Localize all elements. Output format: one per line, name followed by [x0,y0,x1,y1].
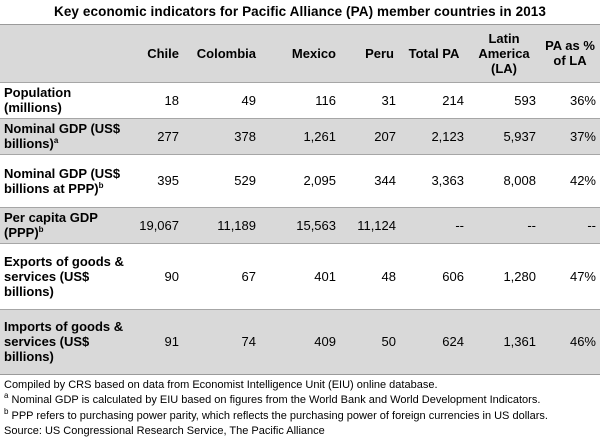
table-title: Key economic indicators for Pacific Alli… [0,0,600,25]
cell-chile: 19,067 [139,217,179,233]
row-label: Nominal GDP (US$ billions at PPP)b [4,165,121,196]
cell-latin-america: -- [527,217,536,233]
note-compiled: Compiled by CRS based on data from Econo… [4,378,438,391]
cell-colombia: 529 [234,173,256,188]
cell-total-pa: 606 [442,268,464,284]
note-a: a Nominal GDP is calculated by EIU based… [4,391,541,407]
cell-chile: 395 [157,173,179,188]
cell-mexico: 401 [314,268,336,284]
indicators-table: Chile Colombia Mexico Peru Total PA Lati… [0,25,600,375]
col-header-peru: Peru [365,45,394,61]
cell-pa-pct-la: 46% [569,334,596,349]
cell-mexico: 1,261 [303,128,336,144]
cell-chile: 90 [164,268,179,284]
cell-pa-pct-la: -- [587,217,596,233]
cell-peru: 344 [374,173,396,188]
cell-chile: 18 [164,92,179,108]
col-header-mexico: Mexico [291,45,336,61]
cell-colombia: 11,189 [217,217,256,233]
cell-mexico: 2,095 [303,173,336,188]
cell-chile: 277 [157,128,179,144]
cell-pa-pct-la: 37% [569,128,596,144]
cell-colombia: 49 [241,92,256,108]
row-label: Exports of goods & services (US$ billion… [4,253,124,299]
table-row-population: Population (millions) 18 49 116 31 214 5… [0,82,600,118]
col-header-total-pa: Total PA [408,45,460,61]
cell-mexico: 116 [315,92,336,108]
cell-latin-america: 593 [514,92,536,108]
cell-colombia: 378 [234,128,256,144]
cell-mexico: 15,563 [296,217,336,233]
cell-chile: 91 [164,334,179,349]
row-label: Imports of goods & services (US$ billion… [4,319,124,364]
row-label: Population (millions) [4,85,72,115]
col-header-pa-pct-la: PA as % of LA [545,38,595,69]
row-label: Nominal GDP (US$ billions)a [4,121,121,151]
table-row-exports: Exports of goods & services (US$ billion… [0,243,600,309]
header-corner [0,25,128,82]
table-row-nominal-gdp: Nominal GDP (US$ billions)a 277 378 1,26… [0,118,600,154]
note-b-mark: b [4,406,9,416]
col-header-latin-america: Latin America (LA) [478,30,530,76]
cell-total-pa: 214 [442,92,464,108]
cell-total-pa: 624 [442,334,464,349]
header-row: Chile Colombia Mexico Peru Total PA Lati… [0,25,600,82]
cell-total-pa: -- [455,217,464,233]
note-b: b PPP refers to purchasing power parity,… [4,406,548,422]
cell-mexico: 409 [314,334,336,349]
col-header-chile: Chile [147,45,179,61]
table-row-per-capita-gdp: Per capita GDP (PPP)b 19,067 11,189 15,5… [0,207,600,243]
row-label: Per capita GDP (PPP)b [4,210,98,240]
cell-latin-america: 8,008 [503,173,536,188]
cell-total-pa: 2,123 [431,128,464,144]
cell-latin-america: 5,937 [503,128,536,144]
cell-pa-pct-la: 42% [569,173,596,188]
note-source: Source: US Congressional Research Servic… [4,425,325,437]
cell-colombia: 67 [241,268,256,284]
col-header-colombia: Colombia [196,45,256,61]
cell-pa-pct-la: 47% [569,268,596,284]
cell-pa-pct-la: 36% [569,92,596,108]
cell-peru: 31 [381,92,396,108]
cell-peru: 11,124 [357,217,396,233]
table-row-imports: Imports of goods & services (US$ billion… [0,309,600,374]
cell-total-pa: 3,363 [431,173,464,188]
cell-colombia: 74 [241,334,256,349]
cell-latin-america: 1,361 [503,334,536,349]
cell-peru: 48 [381,268,396,284]
table-notes: Compiled by CRS based on data from Econo… [0,375,600,440]
cell-latin-america: 1,280 [503,268,536,284]
table-row-nominal-gdp-ppp: Nominal GDP (US$ billions at PPP)b 395 5… [0,154,600,207]
cell-peru: 207 [374,128,396,144]
note-a-mark: a [4,391,9,400]
cell-peru: 50 [381,334,396,349]
